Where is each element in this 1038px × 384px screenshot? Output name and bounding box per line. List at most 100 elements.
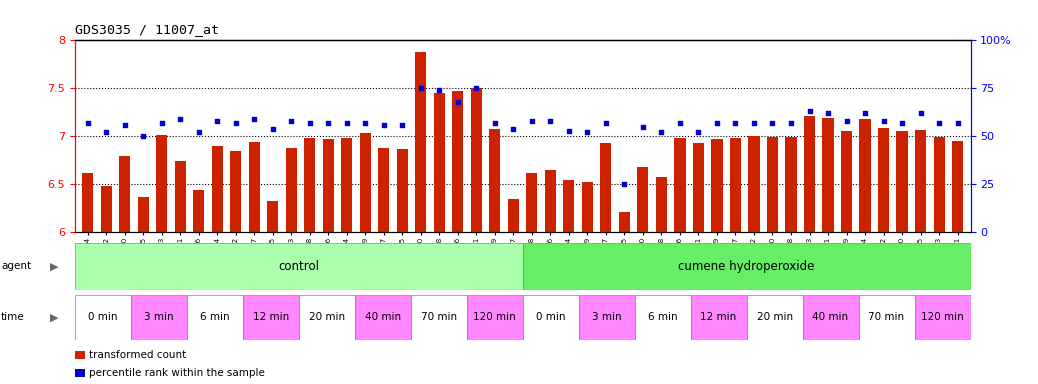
Text: 20 min: 20 min: [308, 312, 345, 323]
Point: [116, 122, 133, 128]
Bar: [656, 177, 667, 232]
Bar: [933, 137, 945, 232]
Text: cumene hydroperoxide: cumene hydroperoxide: [679, 260, 815, 273]
Bar: [637, 167, 649, 232]
Bar: [786, 137, 796, 232]
Bar: [285, 148, 297, 232]
Point: [412, 85, 429, 91]
Text: percentile rank within the sample: percentile rank within the sample: [89, 368, 265, 378]
Point: [561, 127, 577, 134]
Point: [506, 126, 522, 132]
Point: [209, 118, 225, 124]
Point: [468, 85, 485, 91]
Point: [690, 129, 707, 136]
Point: [839, 118, 855, 124]
Bar: [822, 118, 834, 232]
Point: [542, 118, 558, 124]
Text: 0 min: 0 min: [536, 312, 566, 323]
Bar: [690, 295, 746, 340]
Point: [357, 120, 374, 126]
Bar: [523, 243, 971, 290]
Bar: [578, 295, 634, 340]
Bar: [582, 182, 593, 232]
Bar: [355, 295, 411, 340]
Bar: [746, 295, 802, 340]
Point: [764, 120, 781, 126]
Point: [394, 122, 411, 128]
Point: [912, 110, 929, 116]
Point: [894, 120, 910, 126]
Bar: [634, 295, 690, 340]
Bar: [249, 142, 260, 232]
Bar: [138, 197, 148, 232]
Point: [672, 120, 688, 126]
Text: agent: agent: [1, 261, 31, 271]
Bar: [174, 161, 186, 232]
Bar: [564, 180, 574, 232]
Bar: [342, 138, 352, 232]
Point: [856, 110, 873, 116]
Text: ▶: ▶: [50, 312, 58, 323]
Point: [449, 99, 466, 105]
Point: [523, 118, 540, 124]
Point: [301, 120, 318, 126]
Bar: [131, 295, 187, 340]
Bar: [471, 88, 482, 232]
Bar: [323, 139, 334, 232]
Point: [783, 120, 799, 126]
Bar: [397, 149, 408, 232]
Text: 3 min: 3 min: [144, 312, 173, 323]
Point: [801, 108, 818, 114]
Bar: [802, 295, 858, 340]
Bar: [804, 116, 815, 232]
Bar: [675, 138, 685, 232]
Bar: [859, 119, 871, 232]
Bar: [897, 131, 907, 232]
Bar: [453, 91, 463, 232]
Point: [598, 120, 614, 126]
Text: control: control: [278, 260, 319, 273]
Bar: [119, 156, 130, 232]
Point: [246, 116, 263, 122]
Bar: [858, 295, 914, 340]
Point: [709, 120, 726, 126]
Point: [875, 118, 892, 124]
Text: 120 min: 120 min: [473, 312, 516, 323]
Bar: [914, 295, 971, 340]
Point: [135, 133, 152, 139]
Bar: [878, 127, 890, 232]
Bar: [730, 138, 741, 232]
Bar: [411, 295, 467, 340]
Bar: [916, 129, 926, 232]
Point: [265, 126, 281, 132]
Text: 12 min: 12 min: [252, 312, 289, 323]
Bar: [545, 170, 556, 232]
Bar: [187, 295, 243, 340]
Bar: [711, 139, 722, 232]
Point: [376, 122, 392, 128]
Text: 20 min: 20 min: [757, 312, 793, 323]
Text: 6 min: 6 min: [648, 312, 678, 323]
Point: [950, 120, 966, 126]
Text: transformed count: transformed count: [89, 350, 187, 360]
Text: 12 min: 12 min: [701, 312, 737, 323]
Point: [745, 120, 762, 126]
Text: 70 min: 70 min: [420, 312, 457, 323]
Bar: [619, 212, 630, 232]
Point: [728, 120, 744, 126]
Point: [320, 120, 336, 126]
Point: [172, 116, 189, 122]
Bar: [841, 131, 852, 232]
Bar: [489, 129, 500, 232]
Bar: [952, 141, 963, 232]
Bar: [82, 173, 93, 232]
Bar: [767, 137, 778, 232]
Text: 3 min: 3 min: [592, 312, 622, 323]
Point: [579, 129, 596, 136]
Bar: [434, 93, 445, 232]
Text: time: time: [1, 312, 25, 323]
Text: 70 min: 70 min: [869, 312, 904, 323]
Bar: [212, 146, 223, 232]
Bar: [360, 133, 371, 232]
Point: [653, 129, 670, 136]
